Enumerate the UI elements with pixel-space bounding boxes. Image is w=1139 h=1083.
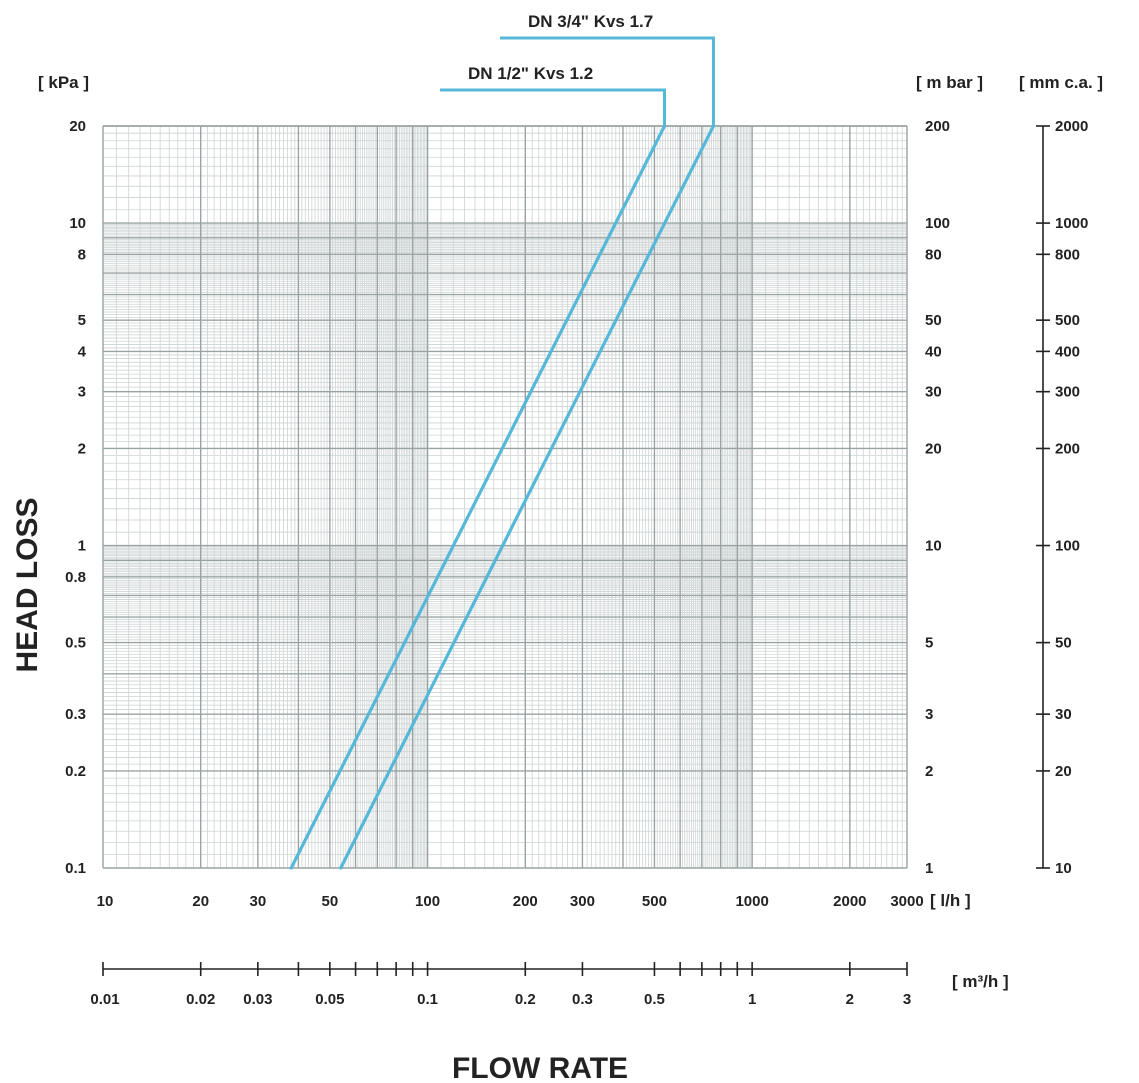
- y-axis-title: HEAD LOSS: [11, 497, 44, 672]
- y-tick-label-mmca: 100: [1055, 538, 1080, 555]
- y-tick-label-kpa: 0.3: [65, 706, 86, 723]
- x-tick-label-m3h: 0.01: [90, 991, 119, 1008]
- y-unit-kpa: [ kPa ]: [38, 73, 89, 92]
- y-tick-label-mbar: 200: [925, 118, 950, 135]
- y-tick-label-mmca: 50: [1055, 635, 1072, 652]
- y-tick-label-mbar: 1: [925, 860, 933, 877]
- y-tick-label-kpa: 3: [78, 384, 86, 401]
- y-tick-label-kpa: 8: [78, 246, 86, 263]
- y-tick-label-mmca: 200: [1055, 440, 1080, 457]
- y-tick-label-mmca: 30: [1055, 706, 1072, 723]
- y-tick-label-kpa: 20: [69, 118, 86, 135]
- x-tick-label-m3h: 0.3: [572, 991, 593, 1008]
- series-label: DN 3/4" Kvs 1.7: [528, 12, 653, 31]
- x-axis-tick-labels: 10 20 30 50 100 200 300 500 1000 2000 3000: [97, 893, 924, 910]
- series-layer: DN 1/2" Kvs 1.2 DN 3/4" Kvs 1.7: [289, 12, 716, 870]
- y-axis-left-tick-labels: 0.1 0.2 0.3 0.5 0.8 1 2 3 4 5 8 10 20: [65, 118, 87, 877]
- major-grid: [102, 125, 908, 869]
- y-tick-label-mbar: 40: [925, 343, 942, 360]
- series-label: DN 1/2" Kvs 1.2: [468, 64, 593, 83]
- y-tick-label-mmca: 800: [1055, 246, 1080, 263]
- y-tick-label-kpa: 4: [78, 343, 87, 360]
- x-tick-label-m3h: 3: [903, 991, 911, 1008]
- y-axis-mbar-tick-labels: 1 2 3 5 10 20 30 40 50 80 100 200: [925, 118, 950, 877]
- x-tick-label-lh: 10: [97, 893, 114, 910]
- y-tick-label-mbar: 80: [925, 246, 942, 263]
- series-leader-line: [440, 88, 666, 126]
- x-tick-label-m3h: 0.5: [644, 991, 665, 1008]
- y-tick-label-mmca: 500: [1055, 312, 1080, 329]
- x-tick-label-m3h: 0.1: [417, 991, 438, 1008]
- y-tick-label-kpa: 5: [78, 312, 86, 329]
- x-tick-label-lh: 3000: [890, 893, 923, 910]
- x-tick-label-lh: 2000: [833, 893, 866, 910]
- y-tick-label-mbar: 30: [925, 384, 942, 401]
- x-tick-label-lh: 30: [250, 893, 267, 910]
- x-unit-lh: [ l/h ]: [930, 891, 971, 910]
- x-tick-label-lh: 300: [570, 893, 595, 910]
- y-tick-label-kpa: 0.8: [65, 569, 86, 586]
- x-axis-title: FLOW RATE: [452, 1052, 628, 1083]
- y-tick-label-kpa: 2: [78, 440, 86, 457]
- x-tick-label-lh: 500: [642, 893, 667, 910]
- y-tick-label-mbar: 100: [925, 215, 950, 232]
- x-tick-label-lh: 20: [192, 893, 209, 910]
- x-tick-label-lh: 1000: [735, 893, 768, 910]
- x-tick-label-m3h: 0.02: [186, 991, 215, 1008]
- x-tick-label-m3h: 0.05: [315, 991, 344, 1008]
- y-tick-label-mmca: 10: [1055, 860, 1072, 877]
- x-unit-m3h: [ m³/h ]: [952, 972, 1009, 991]
- x-tick-label-m3h: 2: [846, 991, 854, 1008]
- x-tick-label-m3h: 0.03: [243, 991, 272, 1008]
- x-tick-label-lh: 100: [415, 893, 440, 910]
- minor-grid: [103, 126, 907, 868]
- y-tick-label-kpa: 1: [78, 538, 86, 555]
- x-tick-label-m3h: 1: [748, 991, 756, 1008]
- y-tick-label-mbar: 2: [925, 763, 933, 780]
- y-tick-label-kpa: 0.5: [65, 635, 86, 652]
- y-tick-label-mbar: 20: [925, 440, 942, 457]
- series-line: [289, 124, 667, 870]
- y-tick-label-kpa: 0.2: [65, 763, 86, 780]
- y-tick-label-mbar: 3: [925, 706, 933, 723]
- y-tick-label-mbar: 10: [925, 538, 942, 555]
- y-tick-label-mmca: 2000: [1055, 118, 1088, 135]
- y-axis-mmca: 10 20 30 50 100 200 300 400 500 800 1000 2000: [1036, 118, 1088, 877]
- y-tick-label-kpa: 0.1: [65, 860, 86, 877]
- y-tick-label-mbar: 5: [925, 635, 933, 652]
- y-unit-mmca: [ mm c.a. ]: [1019, 73, 1103, 92]
- series-line: [339, 124, 716, 870]
- x-tick-label-lh: 200: [513, 893, 538, 910]
- y-tick-label-mmca: 1000: [1055, 215, 1088, 232]
- y-tick-label-mmca: 400: [1055, 343, 1080, 360]
- y-unit-mbar: [ m bar ]: [916, 73, 983, 92]
- series-leader-line: [500, 36, 715, 126]
- x-tick-label-m3h: 0.2: [515, 991, 536, 1008]
- y-tick-label-kpa: 10: [69, 215, 86, 232]
- y-tick-label-mbar: 50: [925, 312, 942, 329]
- y-tick-label-mmca: 300: [1055, 384, 1080, 401]
- y-tick-label-mmca: 20: [1055, 763, 1072, 780]
- x-axis-m3h: 0.01 0.02 0.03 0.05 0.1 0.2 0.3 0.5 1 2 3: [90, 962, 911, 1008]
- x-tick-label-lh: 50: [322, 893, 339, 910]
